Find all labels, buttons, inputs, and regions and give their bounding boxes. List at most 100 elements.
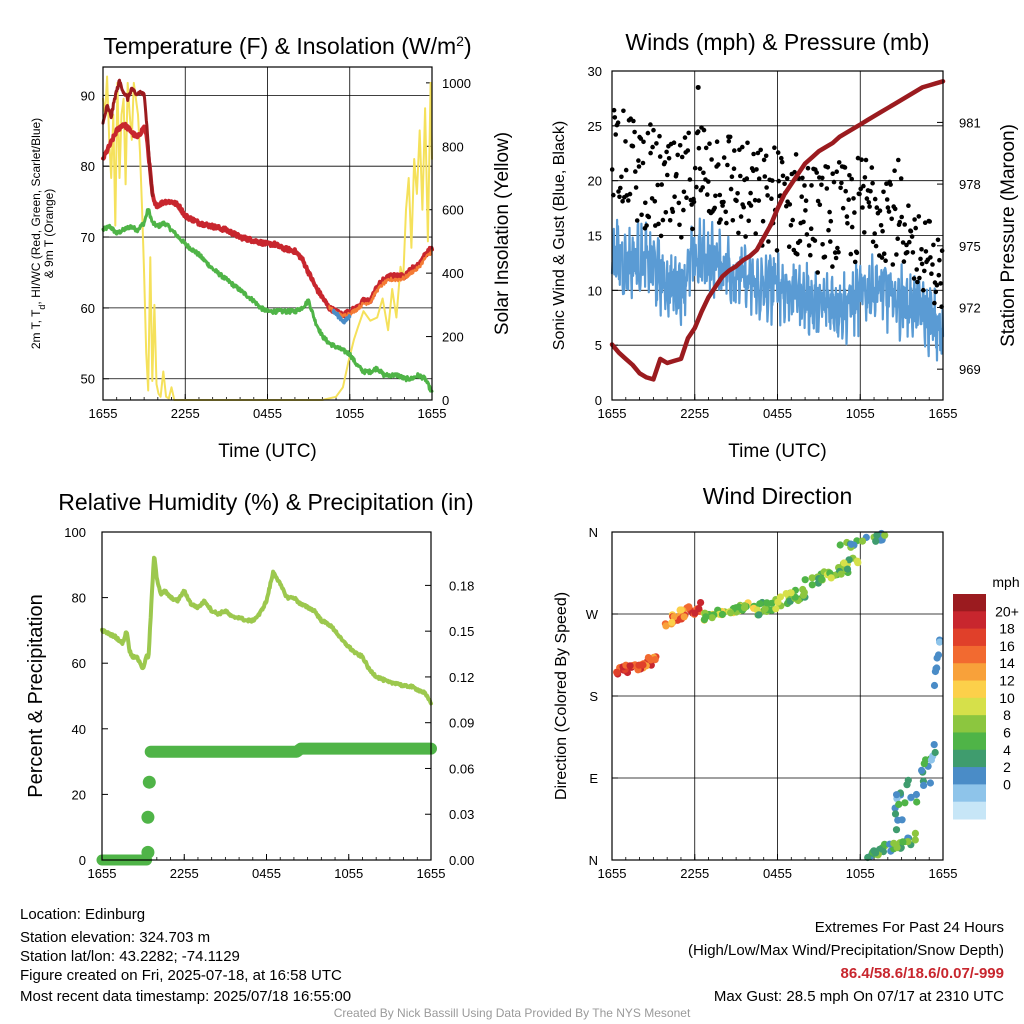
wind-gust-point: [754, 167, 759, 172]
rh-y-tick-label: 80: [72, 591, 86, 606]
temp-y-tick-label: 80: [81, 159, 95, 174]
wind-gust-point: [648, 150, 653, 156]
wind-gust-point: [779, 159, 785, 165]
dir-x-tick-label: 2255: [680, 866, 709, 881]
wind-gust-point: [912, 217, 917, 222]
wind-gust-point: [869, 165, 875, 170]
wind-gust-point: [851, 196, 856, 201]
wind-gust-point: [890, 262, 896, 267]
dir-point: [635, 661, 643, 669]
wind-y2-tick-label: 978: [959, 177, 981, 192]
temp-y-tick-label: 60: [81, 301, 95, 316]
wind-gust-point: [864, 196, 870, 201]
wind-gust-point: [883, 258, 888, 264]
temp-y2-tick-label: 400: [442, 266, 464, 281]
dir-point: [926, 779, 935, 787]
temp-y2-tick-label: 200: [442, 330, 464, 345]
wind-y2-tick-label: 972: [959, 300, 981, 315]
dir-point: [837, 570, 845, 578]
wind-gust-point: [855, 155, 861, 161]
dir-point: [895, 800, 903, 809]
wind-gust-point: [877, 208, 883, 213]
wind-x-tick-label: 0455: [763, 406, 792, 421]
rh-y2-tick-label: 0.00: [449, 853, 474, 868]
wind-gust-point: [690, 226, 695, 232]
colorbar-label: 18: [999, 621, 1015, 637]
wind-y-tick-label: 20: [588, 174, 602, 189]
wind-gust-point: [659, 182, 664, 187]
dir-point: [930, 681, 939, 690]
created-text: Figure created on Fri, 2025-07-18, at 16…: [20, 967, 342, 984]
dir-point: [691, 609, 699, 617]
ylabel-part: , HI/WC (Red, Green, Scarlet/Blue): [29, 118, 43, 305]
wind-gust-point: [885, 205, 891, 210]
dir-y-tick-label: E: [589, 771, 598, 786]
wind-gust-point: [787, 202, 793, 207]
wind-gust-point: [684, 195, 689, 200]
rh-y-tick-label: 40: [72, 722, 86, 737]
temperature-chart: Temperature (F) & Insolation (W/m2) 50 60 7…: [29, 33, 513, 462]
wind-gust-point: [677, 222, 682, 228]
wind-gust-point: [720, 203, 725, 208]
temp-x-tick-label: 2255: [171, 406, 200, 421]
wind-gust-point: [760, 218, 766, 224]
dir-point: [891, 810, 900, 818]
wind-gust-point: [623, 167, 629, 173]
wind-gust-point: [630, 143, 636, 149]
wind-gust-point: [617, 194, 622, 200]
wind-gust-point: [764, 185, 769, 190]
wind-gust-point: [844, 214, 850, 219]
wind-gust-point: [913, 225, 918, 231]
wind-gust-point: [692, 165, 698, 171]
wind-gust-point: [695, 129, 701, 134]
wind-gust-point: [804, 232, 810, 237]
dir-point: [873, 531, 881, 539]
ylabel-subscript: d: [37, 305, 47, 310]
wind-gust-point: [861, 183, 866, 189]
wind-gust-point: [881, 251, 887, 256]
wind-gust-point: [880, 228, 885, 234]
wind-gust-point: [677, 143, 683, 148]
wind-gust-point: [872, 196, 878, 202]
wind-gust-point: [675, 152, 680, 158]
recent-timestamp-text: Most recent data timestamp: 2025/07/18 1…: [20, 988, 352, 1005]
wind-gust-point: [655, 182, 660, 188]
wind-gust-point: [649, 196, 655, 201]
wind-gust-point: [632, 129, 637, 135]
dir-point: [847, 540, 856, 548]
wind-gust-point: [812, 238, 818, 243]
wind-gust-point: [676, 200, 682, 206]
wind-gust-point: [727, 134, 733, 140]
wind-gust-point: [718, 217, 723, 222]
dir-point: [933, 664, 941, 672]
wind-gust-point: [820, 175, 825, 181]
wind-gust-point: [884, 197, 890, 202]
wind-gust-point: [814, 170, 819, 175]
wind-gust-point: [886, 209, 892, 214]
wind-gust-point: [901, 259, 907, 264]
wind-gust-point: [848, 251, 854, 257]
wind-gust-point: [752, 197, 758, 203]
wind-gust-point: [664, 149, 669, 155]
dir-point: [872, 537, 880, 545]
dir-point: [677, 606, 685, 614]
dir-point: [772, 605, 780, 613]
dir-point: [920, 781, 928, 790]
wind-gust-point: [843, 188, 848, 194]
wind-gust-point: [847, 173, 852, 178]
wind-gust-point: [840, 205, 846, 211]
rh-series-humidity: [100, 555, 433, 706]
wind-gust-point: [650, 144, 655, 150]
wind-gust-point: [682, 135, 688, 140]
dir-point: [808, 574, 816, 582]
dir-point: [854, 559, 862, 567]
wind-gust-point: [815, 270, 820, 275]
wind-gust-point: [799, 194, 804, 199]
wind-gust-point: [817, 202, 823, 207]
dir-point: [755, 611, 763, 619]
wind-gust-point: [780, 173, 786, 179]
temp-y2-tick-label: 0: [442, 393, 449, 408]
wind-gust-point: [611, 107, 617, 113]
wind-gust-point: [657, 133, 662, 139]
